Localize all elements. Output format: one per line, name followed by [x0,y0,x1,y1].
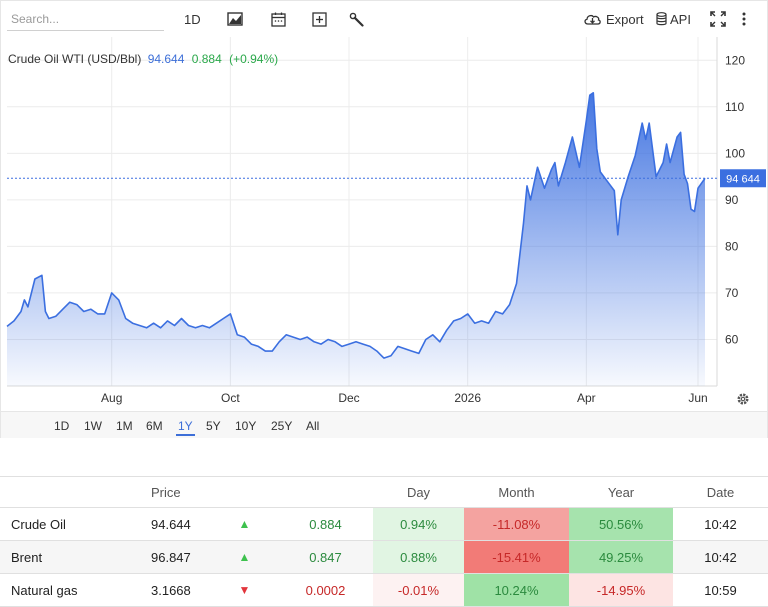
range-all[interactable]: All [306,419,320,433]
legend-change-pct: (+0.94%) [229,52,279,66]
chart-toolbar: 1D Export API [1,1,767,37]
range-1d[interactable]: 1D [54,419,70,433]
x-tick-label: 2026 [454,391,481,405]
day-change-cell: 0.88% [373,540,464,574]
series-area [7,92,705,387]
change-cell: 0.847 [278,540,373,574]
commodity-name: Brent [0,540,138,574]
chart-card: 1D Export API 60 70 80 90 100 110 120 Aug Oct Dec… [0,0,768,438]
price-chart[interactable]: 60 70 80 90 100 110 120 Aug Oct Dec 2026 Apr Jun 94 6… [1,37,767,411]
arrow-up-icon: ▲ [211,507,278,541]
api-button[interactable]: API [656,8,691,30]
day-change-cell: 0.94% [373,507,464,541]
year-change-cell: -14.95% [569,573,673,607]
y-tick-label: 110 [725,100,744,114]
y-tick-label: 90 [725,193,739,207]
column-header: Price [138,476,211,508]
column-header: Month [464,476,569,508]
cloud-download-icon [584,14,601,25]
price-cell: 96.847 [138,540,211,574]
range-10y[interactable]: 10Y [235,419,257,433]
x-tick-label: Apr [577,391,596,405]
y-tick-label: 80 [725,239,739,253]
column-header [211,476,278,508]
y-tick-label: 60 [725,332,739,346]
date-cell: 10:59 [673,573,768,607]
column-header: Day [373,476,464,508]
year-change-cell: 49.25% [569,540,673,574]
commodity-table: Price Day Month Year Date Crude Oil 94.644 ▲ 0.… [0,476,768,607]
commodity-name: Crude Oil [0,507,138,541]
commodity-name: Natural gas [0,573,138,607]
interval-button[interactable]: 1D [184,11,201,27]
arrow-down-icon: ▼ [211,573,278,607]
x-tick-label: Dec [338,391,359,405]
column-header [0,476,138,508]
range-5y[interactable]: 5Y [206,419,221,433]
month-change-cell: 10.24% [464,573,569,607]
column-header [278,476,373,508]
date-cell: 10:42 [673,540,768,574]
x-tick-label: Oct [221,391,240,405]
range-1m[interactable]: 1M [116,419,133,433]
price-cell: 3.1668 [138,573,211,607]
column-header: Year [569,476,673,508]
x-tick-label: Jun [688,391,707,405]
legend-change: 0.884 [191,52,222,66]
wrench-icon[interactable] [349,8,364,30]
chart-type-icon[interactable] [227,8,243,30]
settings-gear-icon[interactable] [737,393,749,405]
legend-value: 94.644 [147,52,185,66]
current-price-label: 94 644 [726,173,760,185]
database-icon [656,12,667,26]
add-indicator-icon[interactable] [312,8,327,30]
month-change-cell: -15.41% [464,540,569,574]
price-cell: 94.644 [138,507,211,541]
export-label: Export [606,11,644,27]
current-price-marker [720,169,766,188]
table-row[interactable]: Crude Oil 94.644 ▲ 0.884 0.94% -11.08% 50.56% 1… [0,507,768,541]
y-tick-label: 70 [725,286,739,300]
calendar-icon[interactable] [271,8,286,30]
table-row[interactable]: Brent 96.847 ▲ 0.847 0.88% -15.41% 49.25% 10:42 [0,540,768,574]
month-change-cell: -11.08% [464,507,569,541]
range-1y[interactable]: 1Y [176,419,195,436]
change-cell: 0.884 [278,507,373,541]
date-cell: 10:42 [673,507,768,541]
day-change-cell: -0.01% [373,573,464,607]
search-input[interactable] [7,7,164,31]
range-selector: 1D 1W 1M 6M 1Y 5Y 10Y 25Y All [1,411,767,438]
series-line [6,92,706,359]
table-header-row: Price Day Month Year Date [0,476,768,508]
export-button[interactable]: Export [583,8,644,30]
y-tick-label: 120 [725,53,745,67]
table-row[interactable]: Natural gas 3.1668 ▼ 0.0002 -0.01% 10.24% -14.… [0,573,768,607]
change-cell: 0.0002 [278,573,373,607]
year-change-cell: 50.56% [569,507,673,541]
y-tick-label: 100 [725,146,745,160]
range-1w[interactable]: 1W [84,419,102,433]
column-header: Date [673,476,768,508]
arrow-up-icon: ▲ [211,540,278,574]
x-tick-label: Aug [101,391,122,405]
fullscreen-icon[interactable] [710,8,726,30]
legend-series-name: Crude Oil WTI (USD/Bbl) [8,52,142,66]
chart-legend: Crude Oil WTI (USD/Bbl) 94.644 0.884 (+0… [8,52,278,66]
api-label: API [670,11,691,27]
range-25y[interactable]: 25Y [271,419,293,433]
range-6m[interactable]: 6M [146,419,163,433]
more-menu-icon[interactable] [742,8,746,30]
